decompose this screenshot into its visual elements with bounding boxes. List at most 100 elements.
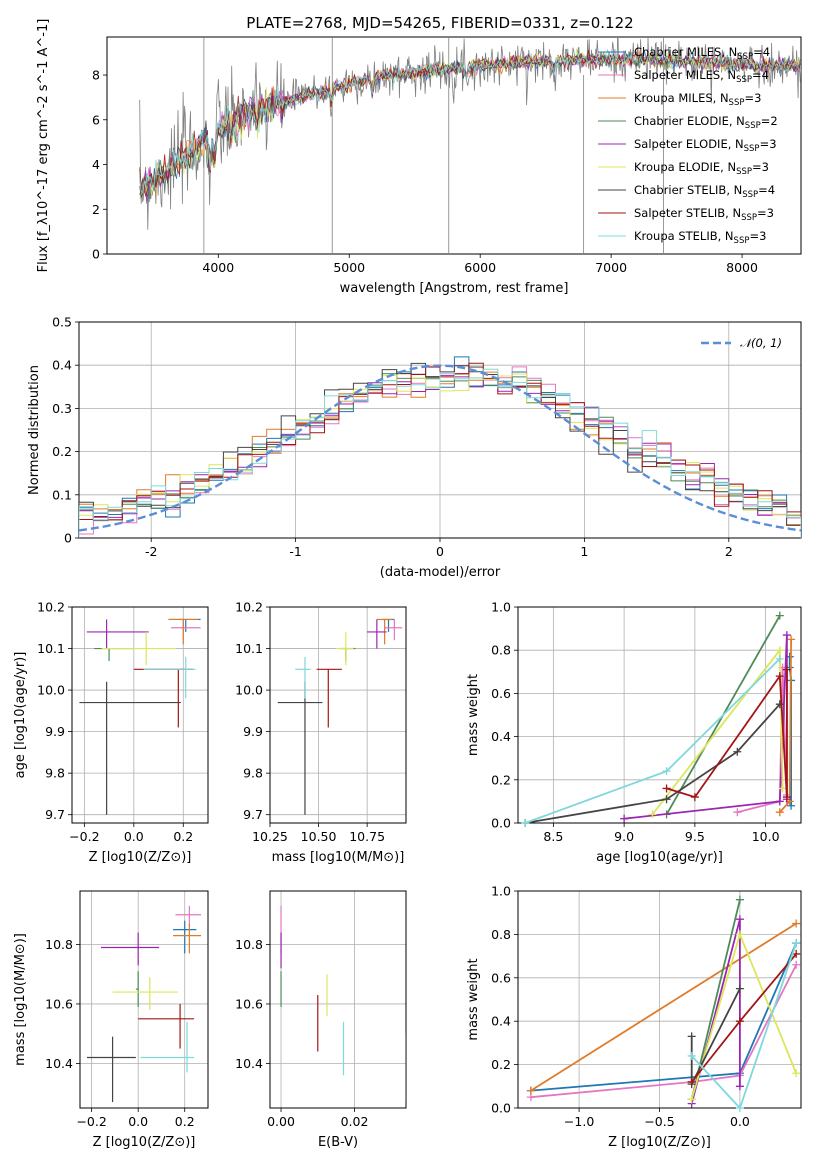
mass-vs-metallicity-panel: −0.2 0.0 0.2 10.4 10.6 10.8 Z [log10(Z/Z⊙)] mas… xyxy=(13,890,209,1150)
legend-entry: Chabrier MILES, NSSP=4 xyxy=(634,45,770,62)
x-tick-label: 1 xyxy=(580,544,588,559)
spectrum-legend: Chabrier MILES, NSSP=4 Salpeter MILES, NS… xyxy=(598,45,778,246)
grid xyxy=(269,606,406,823)
weight-marker xyxy=(620,814,629,823)
model-spectrum-8 xyxy=(139,49,801,194)
weight-marker xyxy=(775,611,784,620)
weight-marker xyxy=(775,700,784,709)
weight-marker xyxy=(782,793,791,802)
weight-marker xyxy=(792,1069,801,1078)
y-tick-label: 9.9 xyxy=(45,724,65,739)
weight-marker xyxy=(662,784,671,793)
y-tick-label: 8 xyxy=(92,68,100,83)
weight-marker xyxy=(735,895,744,904)
errorbar-point xyxy=(175,905,202,927)
age-vs-mass-panel: 10.25 10.50 10.75 9.7 9.8 9.9 10.0 10.1 10.2 mass… xyxy=(235,600,407,865)
weight-series-0 xyxy=(530,942,798,1092)
axes-frame xyxy=(269,890,407,1109)
weight-marker xyxy=(662,767,671,776)
x-tick-label: 10.0 xyxy=(752,829,780,844)
y-axis-label: Normed distribution xyxy=(27,365,42,495)
errorbar-point xyxy=(339,647,356,661)
x-axis-label: Z [log10(Z/Z⊙)] xyxy=(89,850,192,865)
x-tick-label: 7000 xyxy=(595,260,627,275)
weight-marker xyxy=(787,801,796,810)
errorbars xyxy=(280,905,406,1103)
weight-marker xyxy=(521,819,530,827)
spectrum-lines xyxy=(139,37,801,254)
weight-marker xyxy=(775,646,784,655)
age-vs-metallicity-panel: −0.2 0.0 0.2 9.7 9.8 9.9 10.0 10.1 10.2 Z [log10(… xyxy=(13,600,209,865)
histogram-8 xyxy=(79,368,801,538)
legend-entry: Salpeter ELODIE, NSSP=3 xyxy=(634,137,777,154)
weight-marker xyxy=(735,915,744,924)
x-axis-label: (data-model)/error xyxy=(380,565,501,580)
weight-marker xyxy=(792,949,801,958)
axes-frame xyxy=(71,606,209,824)
weight-series-2 xyxy=(530,922,797,1092)
grid xyxy=(270,891,406,1108)
axes-frame xyxy=(106,36,802,255)
weight-marker xyxy=(687,1032,696,1041)
x-axis-label: age [log10(age/yr)] xyxy=(596,850,723,865)
weight-marker xyxy=(775,672,784,681)
errorbar-point xyxy=(135,971,139,1007)
y-tick-label: 1.0 xyxy=(491,884,511,899)
y-tick-label: 0.2 xyxy=(491,1057,511,1072)
errorbars xyxy=(79,618,201,815)
weight-marker xyxy=(735,1082,744,1091)
y-tick-label: 0.1 xyxy=(52,487,72,502)
weight-series-4 xyxy=(624,635,788,820)
errorbar-point xyxy=(367,619,387,649)
y-tick-label: 4 xyxy=(92,157,100,172)
x-axis-label: E(B-V) xyxy=(318,1135,358,1150)
x-tick-label: 0.0 xyxy=(124,829,144,844)
weight-series-7 xyxy=(666,669,788,799)
y-tick-label: 10.4 xyxy=(235,1056,263,1071)
x-tick-label: -1 xyxy=(289,544,301,559)
x-tick-label: 9.0 xyxy=(614,829,634,844)
grid xyxy=(518,606,801,824)
weight-marker xyxy=(690,793,699,802)
x-tick-label: 8000 xyxy=(726,260,758,275)
errorbar-point xyxy=(316,668,342,728)
y-tick-label: 9.8 xyxy=(45,766,65,781)
errorbar-point xyxy=(86,1036,136,1103)
y-tick-label: 0.0 xyxy=(491,816,511,831)
x-tick-label: 4000 xyxy=(202,260,234,275)
errorbar-point xyxy=(168,618,199,645)
x-tick-label: −0.2 xyxy=(69,829,99,844)
errorbars xyxy=(86,905,202,1103)
x-tick-label: 5000 xyxy=(333,260,365,275)
weight-lines xyxy=(521,611,796,827)
weight-lines xyxy=(526,895,801,1112)
errorbar-point xyxy=(86,619,149,649)
x-axis-label: Z [log10(Z/Z⊙)] xyxy=(608,1135,711,1150)
axes-frame xyxy=(517,606,802,824)
legend-entry: Kroupa ELODIE, NSSP=3 xyxy=(634,160,769,177)
weight-series-6 xyxy=(524,703,781,824)
x-tick-label: 10.25 xyxy=(252,829,288,844)
y-tick-label: 9.7 xyxy=(243,807,263,822)
y-tick-label: 1.0 xyxy=(491,600,511,615)
y-tick-label: 10.2 xyxy=(235,600,263,615)
errorbar-point xyxy=(79,681,181,815)
x-axis-label: wavelength [Angstrom, rest frame] xyxy=(340,281,569,296)
y-tick-label: 10.8 xyxy=(235,937,263,952)
y-tick-label: 0.8 xyxy=(491,643,511,658)
normal-curve xyxy=(79,364,801,532)
weight-marker xyxy=(526,1086,535,1095)
y-tick-label: 0.8 xyxy=(491,927,511,942)
weight-marker xyxy=(733,808,742,817)
grid xyxy=(79,321,801,539)
x-tick-label: 10.75 xyxy=(349,829,385,844)
legend-entry: Salpeter STELIB, NSSP=3 xyxy=(634,206,774,223)
errorbar-point xyxy=(112,977,178,1010)
errorbar-point xyxy=(277,681,323,815)
axes-frame xyxy=(79,890,209,1109)
x-tick-label: 0.2 xyxy=(175,1114,195,1129)
mass-vs-ebv-panel: 0.00 0.02 10.4 10.6 10.8 E(B-V) xyxy=(235,890,407,1150)
y-tick-label: 0.0 xyxy=(491,1101,511,1116)
weight-marker xyxy=(687,1051,696,1060)
x-tick-label: 0.02 xyxy=(341,1114,369,1129)
